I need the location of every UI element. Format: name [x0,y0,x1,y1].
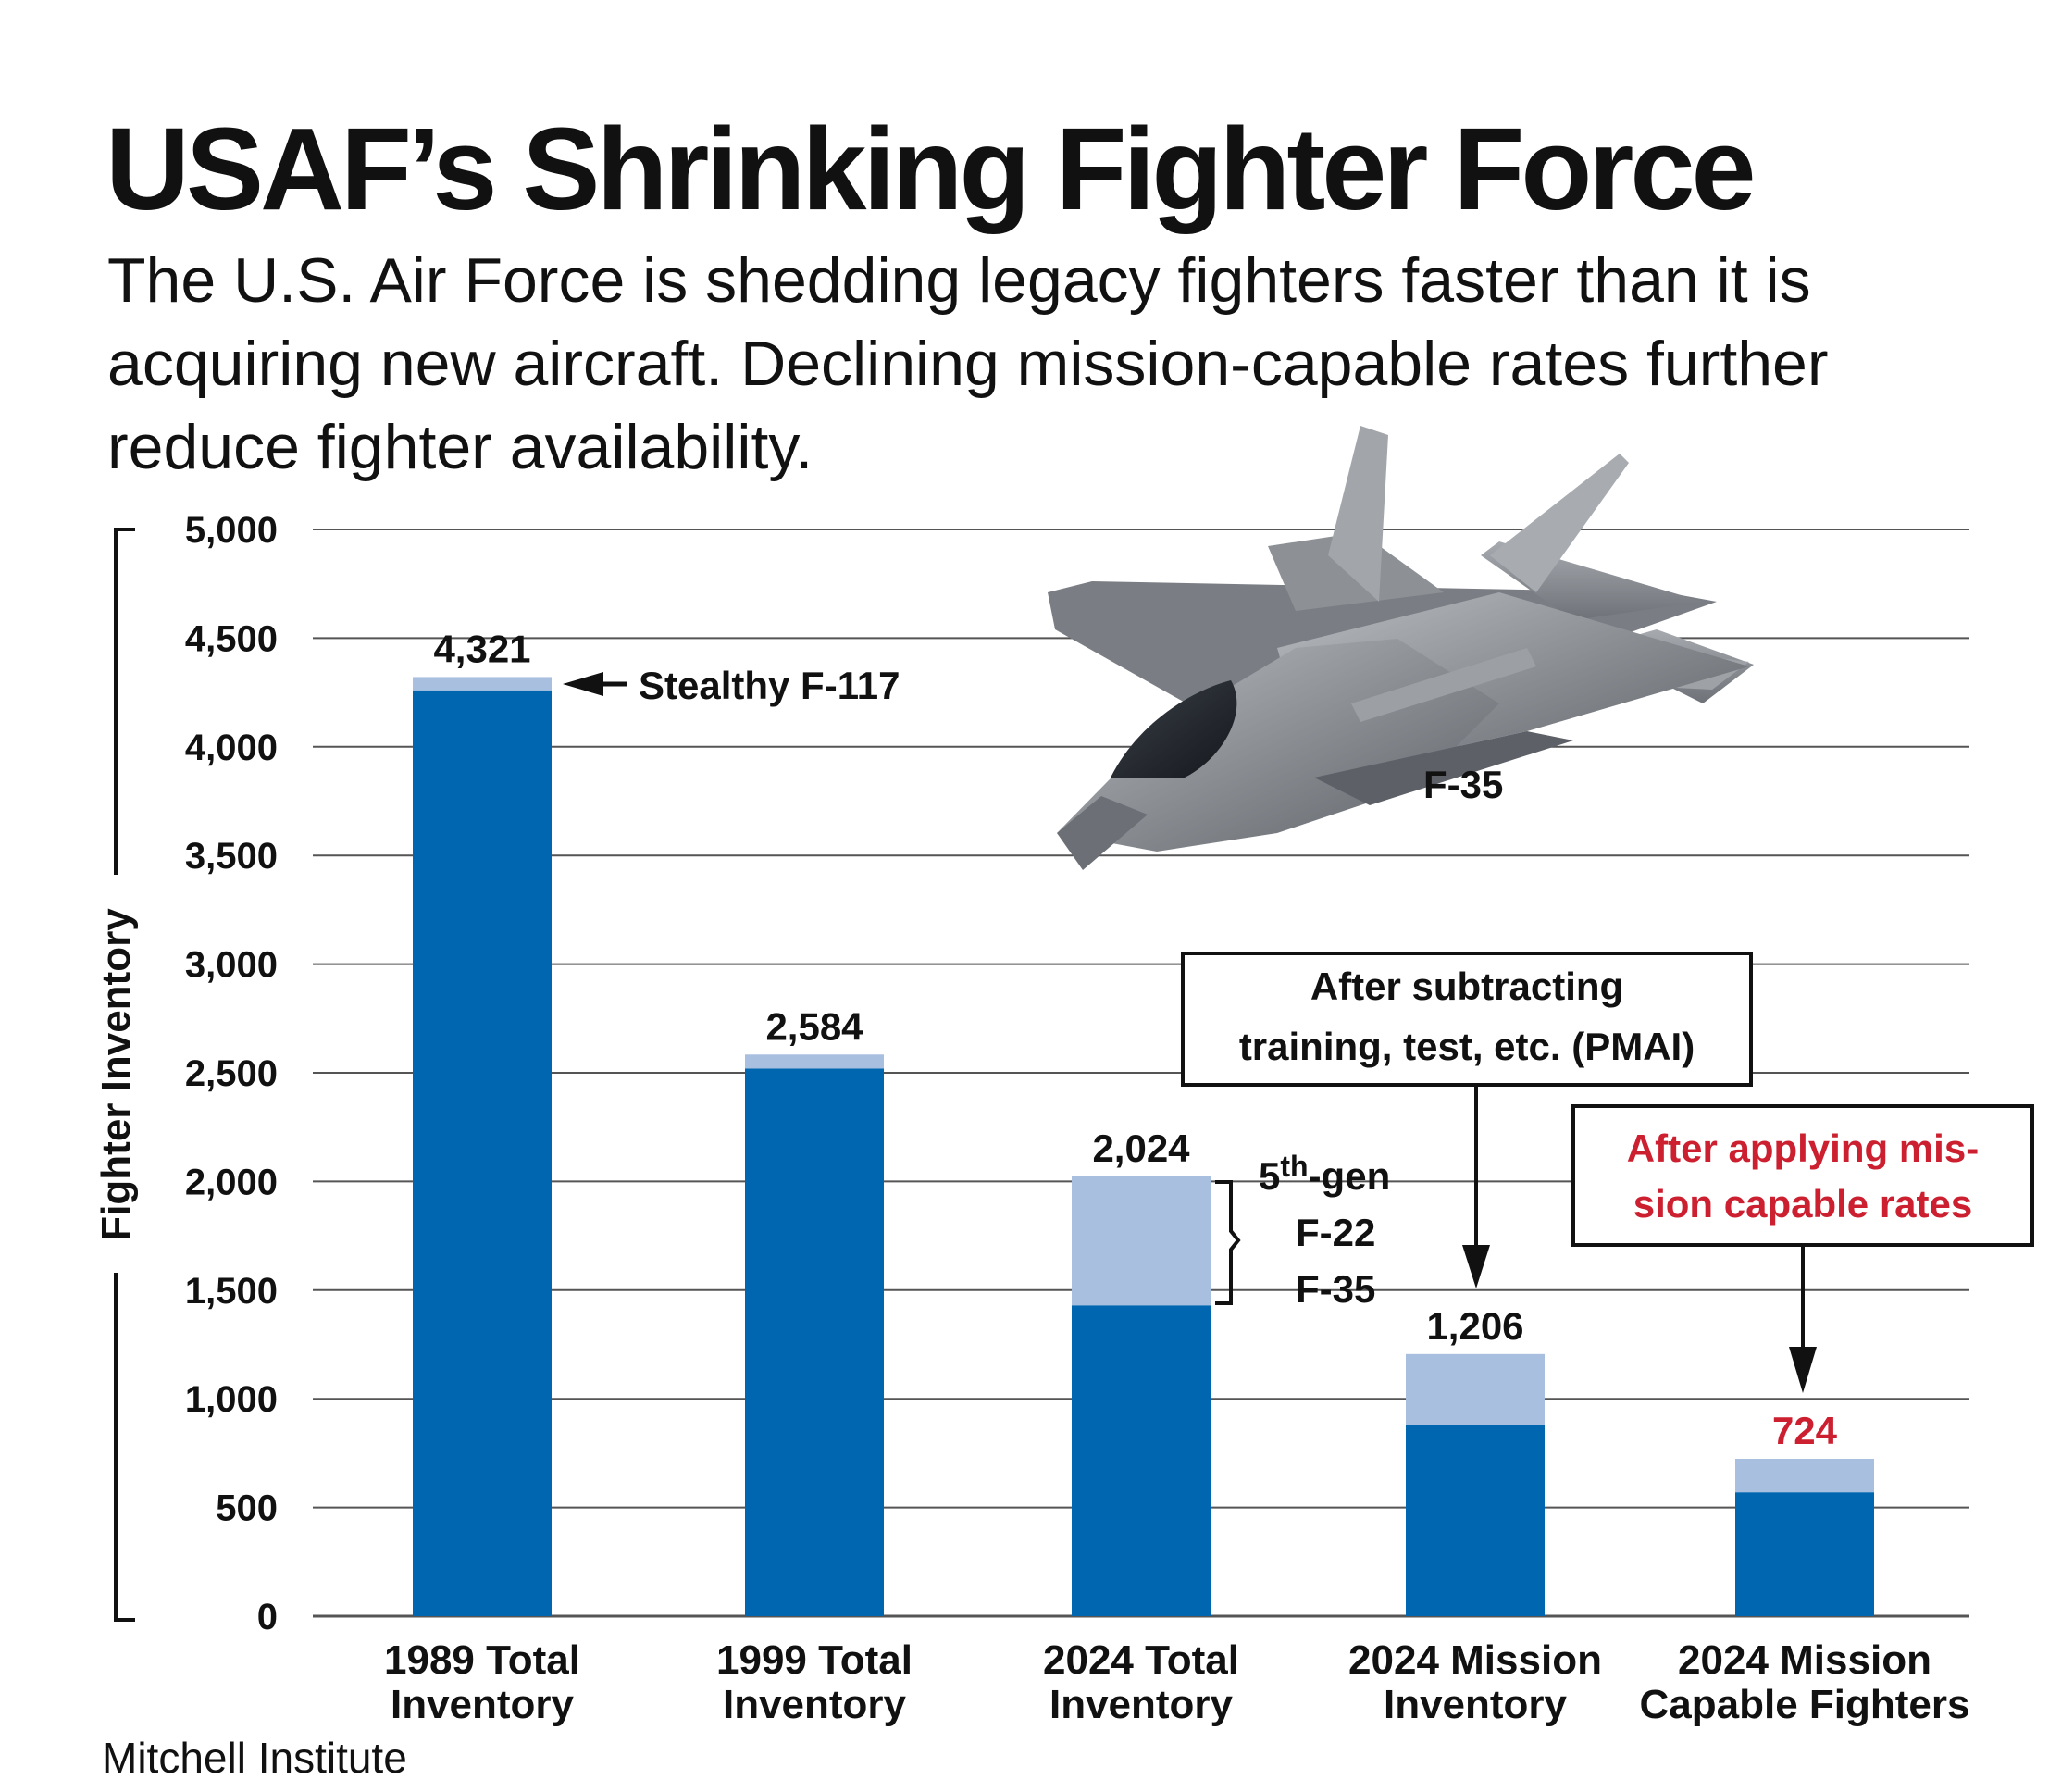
chart-subtitle: The U.S. Air Force is shedding legacy fi… [107,245,1829,482]
x-category-label: Inventory [391,1682,575,1727]
y-tick-label: 5,000 [185,510,278,551]
bar-top-segment [745,1054,884,1069]
y-tick-label: 500 [216,1488,278,1529]
y-axis: Fighter Inventory [93,528,139,1622]
chart-title: USAF’s Shrinking Fighter Force [106,104,1757,234]
x-category-label: Inventory [1049,1682,1234,1727]
bar-total-label: 2,024 [1092,1126,1190,1170]
source-label: Mitchell Institute [102,1734,407,1782]
f117-label: Stealthy F-117 [639,664,900,707]
y-tick-label: 3,000 [185,945,278,986]
f35-photo-label: F-35 [1423,763,1503,806]
bar-total-label: 4,321 [433,627,530,670]
f117-arrow-head [563,672,603,696]
bar-top-segment [1406,1353,1545,1425]
f35-label: F-35 [1296,1267,1375,1311]
y-tick-label: 4,500 [185,618,278,659]
bar-top-segment [1072,1176,1211,1306]
y-tick-label: 1,000 [185,1379,278,1420]
x-category-label: Capable Fighters [1640,1682,1970,1727]
x-category-label: Inventory [723,1682,907,1727]
y-tick-label: 1,500 [185,1271,278,1312]
bar-top-segment [413,677,552,691]
bar-total-label: 724 [1772,1409,1838,1452]
x-category-label: 1989 Total [384,1637,580,1683]
x-category-label: 2024 Mission [1678,1637,1931,1683]
bar-total-label: 2,584 [765,1004,863,1048]
y-tick-label: 3,500 [185,836,278,877]
bar-base-segment [745,1068,884,1616]
bar-base-segment [1735,1492,1874,1616]
f22-label: F-22 [1296,1211,1375,1254]
mc-rate-arrow-head [1789,1347,1817,1393]
f-35-jet-illustration [1048,426,1754,870]
mc-rate-line-1: After applying mis- [1627,1126,1979,1170]
y-tick-label: 4,000 [185,728,278,768]
bar-top-segment [1735,1459,1874,1493]
bar-base-segment [413,690,552,1616]
y-tick-label: 0 [257,1597,278,1637]
mc-rate-line-2: sion capable rates [1633,1182,1973,1226]
bar-base-segment [1072,1305,1211,1616]
pmai-line-1: After subtracting [1310,964,1623,1008]
x-category-label: 2024 Total [1043,1637,1239,1683]
pmai-box [1181,952,1753,1087]
pmai-line-2: training, test, etc. (PMAI) [1239,1025,1695,1068]
y-tick-label: 2,000 [185,1162,278,1202]
x-category-label: 2024 Mission [1348,1637,1602,1683]
y-axis-bracket [114,528,135,1622]
y-tick-label: 2,500 [185,1053,278,1094]
x-category-label: Inventory [1384,1682,1568,1727]
annotations: Stealthy F-117 F-35 5th-gen F-22 F-35 Af… [563,664,2034,1393]
y-axis-label: Fighter Inventory [93,908,139,1241]
fifth-gen-brace [1215,1180,1241,1305]
pmai-arrow-head [1462,1245,1490,1288]
bar-total-label: 1,206 [1426,1304,1523,1348]
fifth-gen-label: 5th-gen [1259,1150,1390,1198]
x-category-label: 1999 Total [716,1637,913,1683]
bar-base-segment [1406,1425,1545,1616]
